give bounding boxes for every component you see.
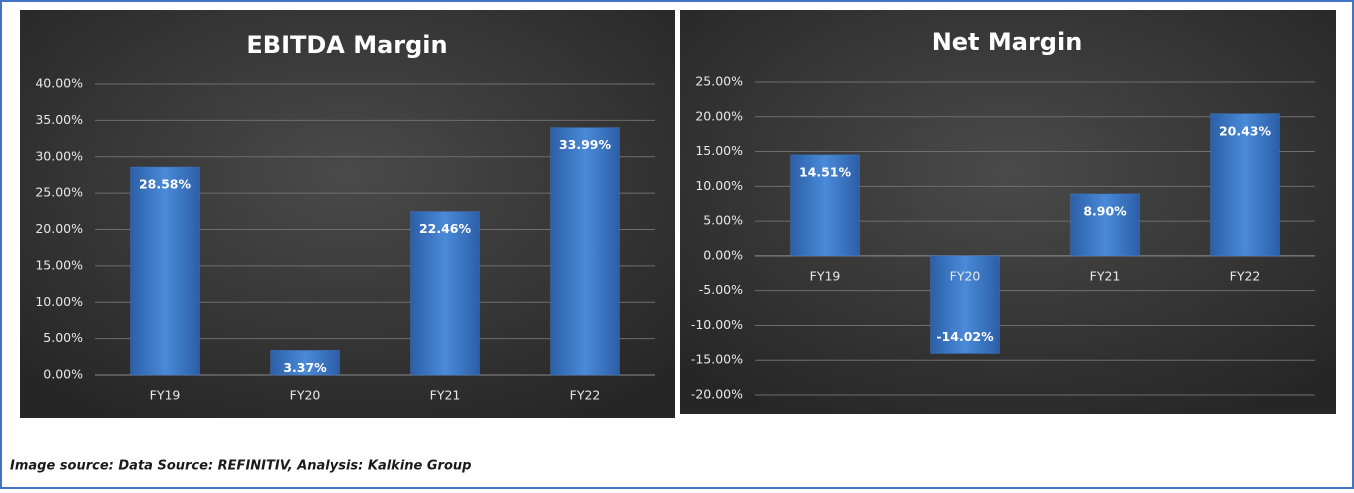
bar [130,166,200,376]
y-tick-label: 10.00% [695,178,743,193]
value-label: 28.58% [139,177,192,192]
y-tick-label: 40.00% [35,76,83,91]
y-tick-label: 15.00% [35,257,83,272]
value-label: 8.90% [1083,203,1127,218]
x-tick-label: FY21 [430,388,461,403]
value-label: 20.43% [1219,123,1272,138]
y-tick-label: 5.00% [43,330,83,345]
y-tick-label: 20.00% [35,221,83,236]
caption: Image source: Data Source: REFINITIV, An… [10,459,471,474]
y-tick-label: 10.00% [35,294,83,309]
y-tick-label: 35.00% [35,112,83,127]
bar [550,127,620,376]
y-tick-label: 15.00% [695,143,743,158]
x-tick-label: FY19 [810,268,841,283]
x-tick-label: FY22 [1230,268,1261,283]
x-tick-label: FY22 [570,388,601,403]
bar [410,211,480,376]
value-label: 3.37% [283,360,327,375]
y-tick-label: 25.00% [35,185,83,200]
bar [1210,113,1280,257]
value-label: 33.99% [559,137,612,152]
y-tick-label: -10.00% [691,317,743,332]
x-tick-label: FY19 [150,388,181,403]
y-tick-label: 0.00% [43,367,83,382]
x-tick-label: FY20 [950,268,981,283]
bar [790,154,860,257]
chart-title: EBITDA Margin [246,31,447,59]
y-tick-label: 5.00% [703,213,743,228]
y-tick-label: -15.00% [691,352,743,367]
chart-title: Net Margin [932,28,1083,56]
y-tick-label: 25.00% [695,74,743,89]
x-tick-label: FY21 [1090,268,1121,283]
value-label: 22.46% [419,221,472,236]
bar [270,350,340,376]
y-tick-label: -20.00% [691,387,743,402]
x-tick-label: FY20 [290,388,321,403]
value-label: -14.02% [936,329,994,344]
y-tick-label: 30.00% [35,148,83,163]
bar [1070,193,1140,257]
y-tick-label: 20.00% [695,108,743,123]
y-tick-label: -5.00% [699,282,743,297]
value-label: 14.51% [799,164,852,179]
y-tick-label: 0.00% [703,247,743,262]
bar [930,255,1000,354]
